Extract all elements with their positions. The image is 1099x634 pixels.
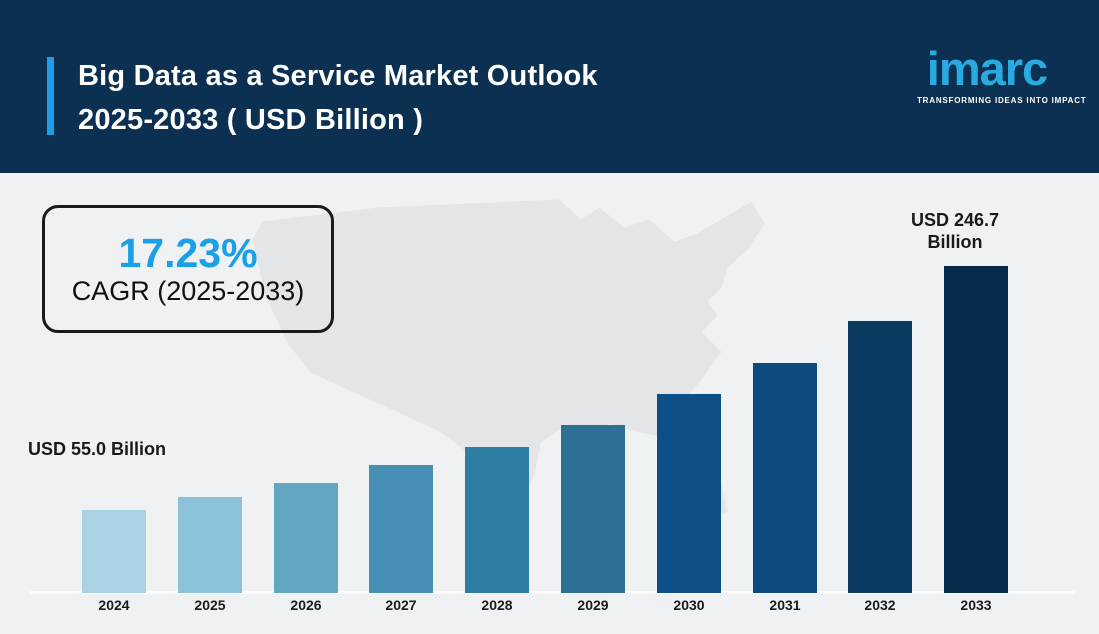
- usa-map-silhouette: [253, 199, 765, 525]
- bar-chart-canvas: 17.23% CAGR (2025-2033) USD 55.0 Billion…: [0, 173, 1099, 634]
- x-axis-tick-2027: 2027: [385, 597, 417, 613]
- x-axis-tick-2031: 2031: [769, 597, 801, 613]
- x-axis-tick-2032: 2032: [864, 597, 896, 613]
- page-title-line1: Big Data as a Service Market Outlook: [78, 60, 598, 92]
- imarc-logo-tagline: TRANSFORMING IDEAS INTO IMPACT: [917, 96, 1087, 105]
- end-value-annotation-line2: Billion: [927, 232, 983, 252]
- bar-2024: [82, 510, 146, 593]
- x-axis-tick-2028: 2028: [481, 597, 513, 613]
- bar-2029: [561, 425, 625, 593]
- imarc-logo: imarc TRANSFORMING IDEAS INTO IMPACT: [917, 42, 1087, 105]
- cagr-value: 17.23%: [118, 230, 258, 276]
- x-axis-tick-2024: 2024: [98, 597, 130, 613]
- bar-2031: [753, 363, 817, 593]
- bar-2033: [944, 266, 1008, 593]
- x-axis-tick-2030: 2030: [673, 597, 705, 613]
- start-value-annotation: USD 55.0 Billion: [28, 439, 167, 459]
- x-axis-baseline: [30, 591, 1075, 594]
- x-axis-tick-2026: 2026: [290, 597, 322, 613]
- bar-2026: [274, 483, 338, 593]
- bar-2028: [465, 447, 529, 593]
- header-banner: Big Data as a Service Market Outlook 202…: [0, 0, 1099, 173]
- x-axis-tick-2033: 2033: [960, 597, 992, 613]
- bar-2027: [369, 465, 433, 593]
- imarc-logo-wordmark: imarc: [926, 42, 1048, 95]
- end-value-annotation: USD 246.7 Billion: [890, 209, 1020, 253]
- cagr-callout-box: 17.23% CAGR (2025-2033): [42, 205, 334, 333]
- x-axis-tick-2025: 2025: [194, 597, 226, 613]
- page-title-line2: 2025-2033 ( USD Billion ): [78, 104, 424, 136]
- bar-2025: [178, 497, 242, 593]
- usa-map-shape: [253, 199, 765, 525]
- cagr-period-label: CAGR (2025-2033): [71, 276, 305, 306]
- page-title: Big Data as a Service Market Outlook 202…: [78, 54, 598, 142]
- bar-2030: [657, 394, 721, 593]
- title-accent-bar: [47, 57, 54, 135]
- bar-2032: [848, 321, 912, 593]
- x-axis-tick-2029: 2029: [577, 597, 609, 613]
- end-value-annotation-line1: USD 246.7: [910, 210, 1000, 230]
